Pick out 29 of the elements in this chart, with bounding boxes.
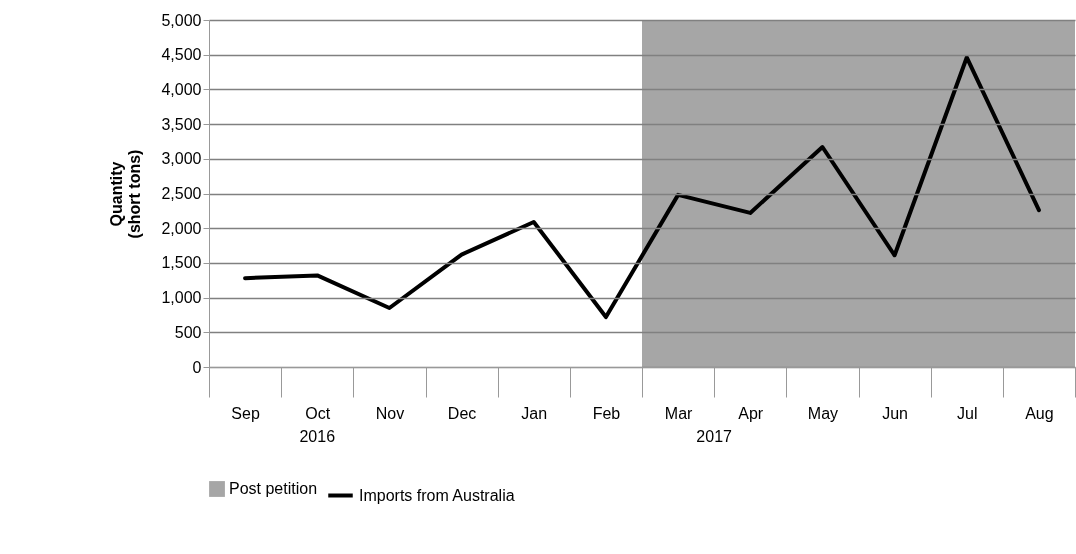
y-tick-label: 0 [192,358,202,376]
y-tick-label: 4,000 [161,80,202,98]
x-tick-label: Nov [375,404,405,422]
x-tick-label: Jan [521,404,548,422]
x-tick-label: May [807,404,839,422]
text: 2016 [299,428,336,445]
y-tick-label: 2,500 [161,185,202,202]
y-tick-label: 1,500 [161,254,202,272]
x-tick-label: Jun [882,404,908,422]
x-tick-label: Dec [447,404,477,422]
y-tick-label: 3,000 [161,150,202,168]
x-tick-label: Oct [305,404,331,422]
x-tick-label: Mar [664,404,694,422]
line-series [243,55,1041,320]
y-tick-label: 1,000 [161,289,202,307]
x-tick-label: Jul [957,404,978,422]
text: 2017 [696,428,733,445]
y-tick-label: 3,500 [161,115,202,133]
legend-label: Post petition [229,480,318,497]
legend-label: Imports from Australia [359,486,515,504]
x-tick-label: Feb [592,404,621,422]
y-tick-label: 2,000 [161,219,202,237]
y-tick-label: 4,500 [161,46,202,64]
x-tick-label: Apr [738,404,764,422]
x-tick-label: Sep [231,404,260,422]
y-tick-label: 500 [174,323,202,341]
y-tick-label: 5,000 [161,11,202,29]
y-axis-title: Quantity (short tons) [108,149,144,239]
x-tick-label: Aug [1025,404,1054,422]
